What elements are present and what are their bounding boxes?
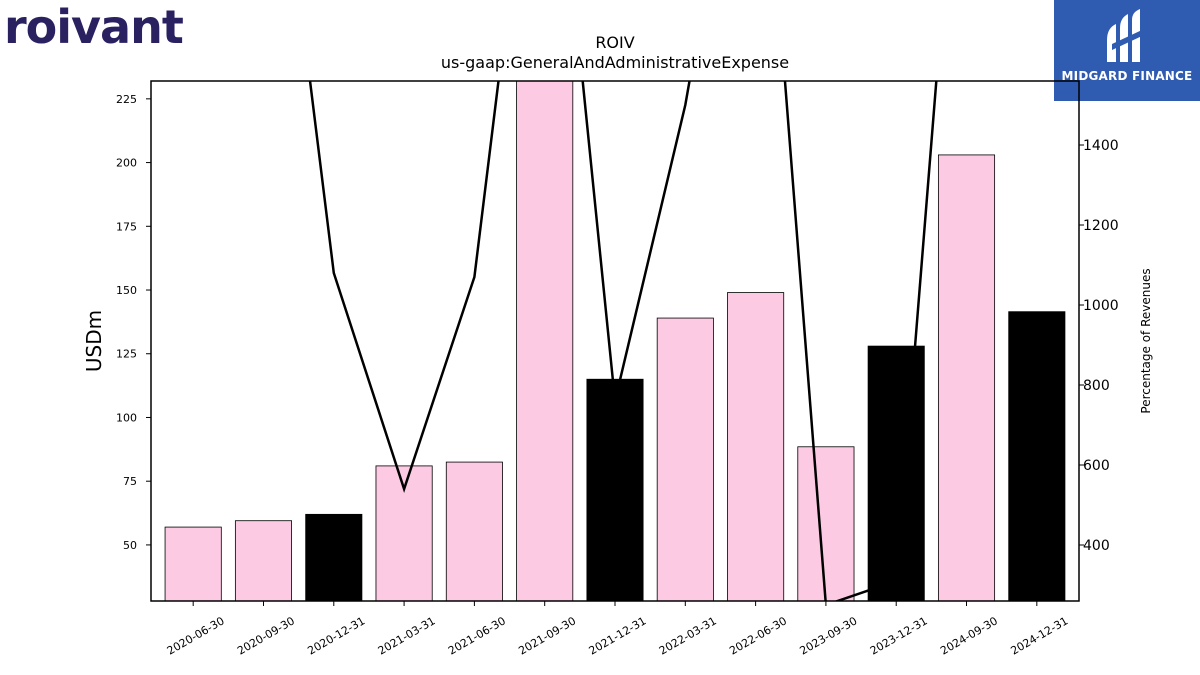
bars-group — [164, 81, 1066, 601]
bar — [586, 378, 644, 601]
x-tick-label: 2021-09-30 — [516, 614, 578, 657]
x-tick-label: 2020-09-30 — [235, 614, 297, 657]
y2-tick-label: 1200 — [1083, 218, 1119, 234]
midgard-logo-icon — [1107, 9, 1142, 62]
x-tick-label: 2023-12-31 — [868, 614, 930, 657]
x-tick-label: 2024-09-30 — [938, 614, 1000, 657]
y-tick-label: 200 — [116, 157, 137, 170]
x-tick-label: 2022-03-31 — [657, 614, 719, 657]
y-tick-label: 75 — [123, 475, 137, 488]
y-tick-label: 150 — [116, 284, 137, 297]
roivant-logo-text: roivant — [4, 0, 184, 54]
bar — [937, 154, 996, 601]
bar — [164, 526, 222, 601]
y-tick-label: 50 — [123, 539, 137, 552]
bar — [516, 81, 574, 601]
bar — [867, 345, 925, 601]
x-tick-label: 2020-06-30 — [165, 614, 227, 657]
y2-tick-label: 800 — [1083, 378, 1110, 394]
y-tick-label: 125 — [116, 348, 137, 361]
y2-tick-label: 400 — [1083, 538, 1110, 554]
y-axis: 50 75 100 125 150 175 200 225 — [116, 93, 151, 552]
roivant-logo: roivant — [4, 0, 184, 54]
y-tick-label: 225 — [116, 93, 137, 106]
y2-tick-label: 1400 — [1083, 138, 1119, 154]
y2-tick-label: 1000 — [1083, 298, 1119, 314]
bar — [797, 446, 855, 601]
x-tick-label: 2020-12-31 — [305, 614, 367, 657]
chart-subtitle: us-gaap:GeneralAndAdministrativeExpense — [441, 53, 789, 72]
y2-tick-label: 600 — [1083, 458, 1110, 474]
y2-axis: 400 600 800 1000 1200 1400 — [1079, 138, 1119, 554]
midgard-finance-logo: MIDGARD FINANCE — [1054, 0, 1200, 101]
x-tick-label: 2023-09-30 — [798, 614, 860, 657]
bar — [445, 461, 503, 601]
x-tick-label: 2021-12-31 — [587, 614, 649, 657]
line-group — [308, 81, 938, 601]
bar — [656, 317, 714, 601]
bar — [234, 520, 293, 601]
y-tick-label: 100 — [116, 411, 137, 424]
x-tick-label: 2021-06-30 — [446, 614, 508, 657]
midgard-logo-text: MIDGARD FINANCE — [1061, 69, 1193, 83]
x-tick-label: 2024-12-31 — [1008, 614, 1070, 657]
bar — [727, 292, 785, 601]
x-axis: 2020-06-30 2020-09-30 2020-12-31 2021-03-31… — [165, 601, 1070, 658]
y2-axis-label: Percentage of Revenues — [1139, 268, 1153, 413]
chart-title: ROIV — [595, 33, 634, 52]
y-tick-label: 175 — [116, 220, 137, 233]
y-axis-label: USDm — [82, 310, 106, 372]
bar — [305, 513, 363, 601]
bar — [1008, 311, 1066, 601]
x-tick-label: 2021-03-31 — [376, 614, 438, 657]
x-tick-label: 2022-06-30 — [727, 614, 789, 657]
